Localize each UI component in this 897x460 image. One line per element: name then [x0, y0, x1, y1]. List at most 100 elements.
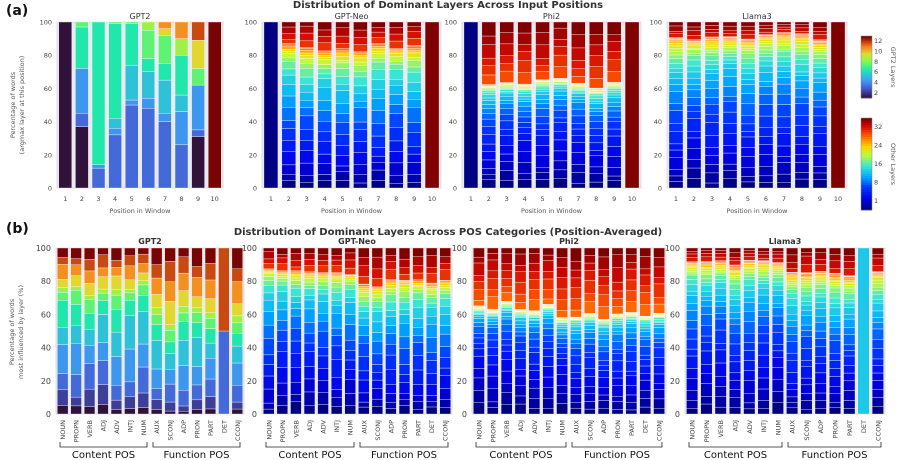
bar-segment	[776, 104, 792, 118]
bar-segment	[276, 257, 288, 264]
bar-segment	[829, 303, 841, 309]
bar-segment	[556, 353, 568, 359]
bar-segment	[814, 372, 827, 384]
bar-segment	[514, 253, 527, 266]
bar-segment	[714, 279, 727, 283]
bar-segment	[331, 300, 343, 306]
bar-segment	[84, 388, 96, 407]
colorbar-gpt2-swatch	[861, 48, 872, 51]
bar-segment	[786, 360, 799, 373]
subplot-title: GPT2	[138, 237, 161, 246]
bar-segment	[371, 321, 383, 333]
bar-segment	[686, 97, 702, 106]
bar-segment	[570, 348, 582, 357]
bar-segment	[786, 275, 799, 277]
bar-segment	[589, 55, 604, 67]
y-tick-label: 80	[449, 52, 457, 60]
bar-segment	[358, 284, 370, 287]
bar-segment	[97, 292, 109, 301]
bar-segment	[317, 260, 329, 266]
bar-segment	[358, 392, 370, 403]
bar-segment	[317, 289, 329, 295]
bar-segment	[231, 408, 243, 415]
bar-segment	[303, 247, 316, 254]
bar-segment	[84, 270, 96, 284]
x-tick-label: PART	[415, 420, 423, 436]
bar-segment	[276, 247, 288, 255]
bar-segment	[871, 302, 884, 312]
bar-segment	[812, 31, 828, 35]
bar-segment	[794, 50, 810, 55]
bar-segment	[758, 166, 774, 177]
bar-segment	[412, 286, 424, 290]
bar-segment	[829, 315, 841, 322]
bar-segment	[570, 309, 582, 318]
bar-segment	[473, 289, 485, 301]
bar-segment	[204, 342, 216, 359]
bar-segment	[668, 48, 684, 52]
bar-segment	[84, 345, 96, 364]
bar-segment	[584, 343, 596, 353]
bar-segment	[542, 271, 554, 280]
colorbar-other-swatch	[861, 159, 872, 163]
bar-segment	[814, 302, 827, 309]
bar-segment	[499, 120, 514, 130]
bar-segment	[276, 405, 288, 415]
colorbar-gpt2-tick: 12	[874, 37, 882, 45]
bar-segment	[843, 277, 856, 280]
bar-segment	[299, 162, 314, 176]
bar-segment	[528, 289, 541, 300]
bar-segment	[843, 365, 856, 374]
bar-segment	[500, 404, 513, 415]
bar-segment	[542, 315, 554, 319]
bar-segment	[686, 368, 699, 380]
y-tick-label: 80	[247, 277, 257, 286]
bar-segment	[814, 277, 827, 281]
bar-segment	[75, 26, 89, 69]
bar-segment	[757, 262, 770, 265]
bar-segment	[481, 104, 497, 109]
bar-segment	[584, 408, 596, 415]
bar-segment	[611, 267, 624, 283]
bar-segment	[553, 84, 568, 88]
bar-segment	[597, 360, 610, 366]
bar-segment	[668, 25, 684, 32]
bar-segment	[517, 21, 532, 34]
bar-segment	[800, 281, 813, 286]
bar-segment	[281, 46, 297, 50]
bar-segment	[653, 342, 665, 349]
bar-segment	[843, 327, 856, 335]
bar-segment	[487, 270, 499, 279]
bar-segment	[499, 145, 514, 155]
bar-segment	[164, 330, 176, 343]
bar-segment	[625, 247, 638, 255]
panel-letter-a: (a)	[6, 3, 28, 19]
bar-segment	[556, 310, 568, 318]
bar-segment	[385, 301, 397, 311]
bar-segment	[164, 281, 176, 302]
x-tick-label: 9	[612, 195, 616, 203]
bar-segment	[743, 250, 756, 254]
colorbar-other-swatch	[861, 150, 872, 153]
bar-segment	[317, 57, 332, 60]
bar-segment	[843, 282, 856, 286]
bar-segment	[758, 65, 774, 73]
bar-segment	[794, 172, 810, 180]
bar-segment	[704, 155, 720, 165]
bar-segment	[500, 392, 513, 405]
bar-segment	[556, 328, 568, 333]
colorbar-gpt2-swatch	[861, 79, 872, 82]
bar-segment	[871, 290, 884, 295]
x-tick-label: SCONJ	[586, 420, 594, 441]
bar-segment	[571, 152, 586, 165]
bar-segment	[800, 247, 813, 253]
bar-segment	[570, 277, 582, 288]
bar-segment	[668, 68, 684, 73]
bar-segment	[776, 156, 792, 163]
bar-segment	[358, 287, 370, 291]
bar-segment	[611, 324, 624, 328]
bar-segment	[317, 404, 329, 415]
colorbar-gpt2-swatch	[861, 77, 872, 80]
bar-segment	[722, 76, 738, 87]
bar-segment	[704, 182, 720, 189]
